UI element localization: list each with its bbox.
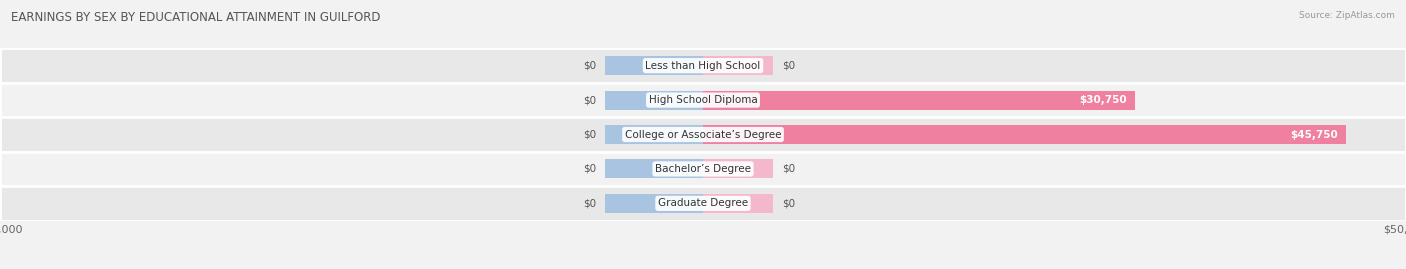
Text: High School Diploma: High School Diploma [648,95,758,105]
Text: $0: $0 [583,129,596,140]
Bar [0,83,1406,117]
Text: $0: $0 [583,95,596,105]
Text: $0: $0 [782,164,794,174]
Bar [0,186,1406,221]
Bar [703,91,1136,109]
Text: $0: $0 [782,198,794,208]
Bar [605,91,703,109]
Bar [703,56,773,75]
Text: $30,750: $30,750 [1080,95,1128,105]
Text: $0: $0 [583,164,596,174]
Bar [605,160,703,178]
Text: College or Associate’s Degree: College or Associate’s Degree [624,129,782,140]
Bar [703,194,773,213]
Text: $45,750: $45,750 [1291,129,1339,140]
Text: Bachelor’s Degree: Bachelor’s Degree [655,164,751,174]
Text: Graduate Degree: Graduate Degree [658,198,748,208]
Bar [0,152,1406,186]
Bar [703,160,773,178]
Bar [605,125,703,144]
Bar [605,194,703,213]
Text: Less than High School: Less than High School [645,61,761,71]
Text: $0: $0 [782,61,794,71]
Text: Source: ZipAtlas.com: Source: ZipAtlas.com [1299,11,1395,20]
Text: $0: $0 [583,61,596,71]
Text: EARNINGS BY SEX BY EDUCATIONAL ATTAINMENT IN GUILFORD: EARNINGS BY SEX BY EDUCATIONAL ATTAINMEN… [11,11,381,24]
Text: $0: $0 [583,198,596,208]
Bar [0,117,1406,152]
Bar [605,56,703,75]
Bar [0,48,1406,83]
Bar [703,125,1347,144]
